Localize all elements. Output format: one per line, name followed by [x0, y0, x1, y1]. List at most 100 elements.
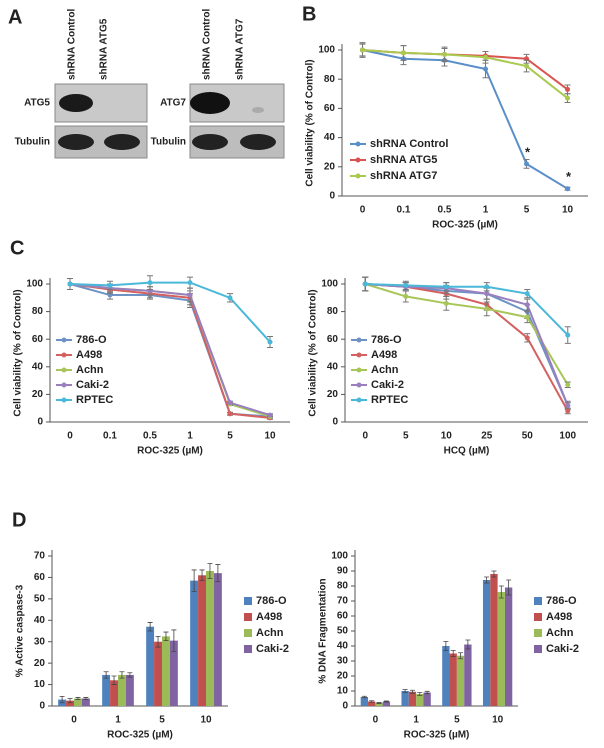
legend-swatch	[534, 629, 542, 637]
marker	[524, 314, 530, 320]
x-tick-label: 1	[413, 715, 419, 726]
panel-label: A	[8, 6, 22, 28]
row-label: Tubulin	[15, 137, 50, 148]
legend-marker	[356, 367, 362, 373]
x-tick-label: 0	[67, 431, 73, 442]
row-label: Tubulin	[151, 137, 186, 148]
bar	[464, 644, 472, 706]
error-bar	[409, 689, 415, 694]
y-tick-label: 100	[331, 551, 348, 562]
y-tick-label: 20	[32, 389, 44, 400]
y-tick-label: 30	[34, 636, 46, 647]
error-bar	[450, 650, 456, 657]
marker	[565, 86, 570, 92]
marker	[187, 280, 193, 286]
y-tick-label: 10	[34, 679, 46, 690]
bar	[154, 641, 162, 706]
x-tick-label: 10	[441, 431, 453, 442]
error-bar	[443, 641, 449, 651]
bar	[213, 573, 222, 706]
legend-marker	[61, 367, 67, 373]
bar	[162, 636, 170, 706]
blot-images	[54, 83, 285, 159]
legend-swatch	[244, 613, 252, 621]
legend-label: Caki-2	[256, 643, 289, 655]
y-tick-label: 40	[32, 361, 44, 372]
y-tick-label: 100	[318, 45, 335, 56]
error-bar	[191, 569, 197, 592]
series-line	[365, 283, 569, 406]
x-tick-label: 0.1	[397, 205, 411, 216]
x-tick-label: 0	[71, 715, 77, 726]
row-label: ATG7	[160, 98, 186, 109]
error-bar	[127, 672, 133, 678]
annotation: *	[525, 144, 531, 159]
y-tick-label: 20	[324, 161, 336, 172]
bar	[190, 580, 199, 706]
panel-label: D	[12, 509, 26, 531]
legend-marker	[355, 173, 361, 179]
bar	[442, 646, 450, 706]
error-bar	[67, 698, 73, 704]
bar	[423, 692, 431, 706]
x-tick-label: 10	[264, 431, 276, 442]
marker	[524, 63, 529, 69]
x-axis-title: ROC-325 (µM)	[107, 730, 173, 741]
series-line	[362, 49, 569, 190]
y-tick-label: 90	[337, 566, 349, 577]
error-bar	[207, 563, 213, 579]
marker	[442, 51, 447, 57]
x-tick-label: 0.5	[143, 431, 157, 442]
bar	[110, 680, 118, 706]
error-bar	[424, 690, 430, 695]
y-tick-label: 60	[327, 334, 339, 345]
x-tick-label: 5	[227, 431, 233, 442]
marker	[227, 295, 233, 301]
x-tick-label: 1	[187, 431, 193, 442]
legend-label: RPTEC	[371, 394, 408, 406]
error-bar	[171, 629, 177, 652]
bar	[66, 700, 74, 706]
x-tick-label: 0	[373, 715, 379, 726]
legend-swatch	[244, 645, 252, 653]
legend-label: A498	[256, 611, 282, 623]
series-line	[69, 281, 271, 343]
x-tick-label: 0	[360, 205, 366, 216]
legend-marker	[355, 157, 361, 163]
x-tick-label: 0.1	[103, 431, 117, 442]
legend-label: 786-O	[371, 334, 402, 346]
bar	[74, 698, 82, 706]
marker	[267, 412, 273, 418]
x-tick-label: 5	[159, 715, 165, 726]
marker	[267, 339, 273, 345]
bar	[416, 694, 424, 706]
marker	[147, 280, 153, 286]
bar	[382, 701, 391, 706]
y-tick-label: 0	[39, 701, 45, 712]
marker	[403, 282, 409, 288]
error-bar	[369, 700, 375, 703]
error-bar	[376, 702, 382, 704]
x-tick-label: 5	[524, 205, 530, 216]
y-tick-label: 60	[337, 611, 349, 622]
x-tick-label: 10	[492, 715, 504, 726]
bar	[408, 691, 417, 706]
legend-marker	[61, 382, 67, 388]
marker	[227, 411, 233, 417]
legend-label: Achn	[371, 364, 399, 376]
legend-label: Achn	[546, 627, 574, 639]
y-axis-title: Cell viability (% of Control)	[13, 289, 24, 416]
error-bar	[484, 576, 490, 584]
error-bar	[111, 675, 117, 685]
bar	[169, 640, 178, 706]
bar	[125, 674, 134, 706]
marker	[565, 95, 570, 101]
series-line	[69, 283, 271, 417]
bar	[490, 574, 498, 706]
x-tick-label: 0.5	[438, 205, 452, 216]
y-tick-label: 60	[324, 103, 336, 114]
bar	[482, 580, 491, 706]
marker	[484, 291, 490, 297]
bar	[504, 587, 513, 706]
